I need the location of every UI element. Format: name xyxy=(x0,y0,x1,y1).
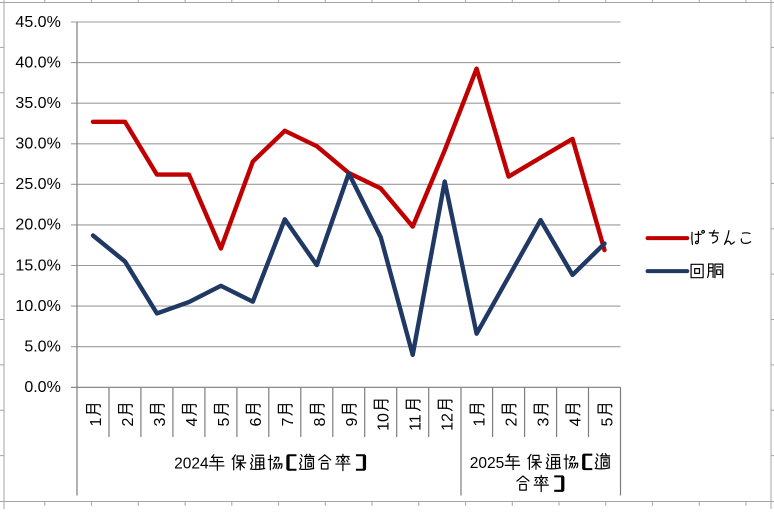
svg-text:25.0%: 25.0% xyxy=(15,176,60,193)
svg-text:5: 5 xyxy=(600,418,617,427)
svg-text:20.0%: 20.0% xyxy=(15,217,60,234)
svg-text:5.0%: 5.0% xyxy=(24,339,60,356)
svg-text:8: 8 xyxy=(312,418,329,427)
svg-text:10: 10 xyxy=(376,413,393,431)
svg-text:45.0%: 45.0% xyxy=(15,14,60,31)
svg-text:6: 6 xyxy=(248,418,265,427)
svg-text:12: 12 xyxy=(440,413,457,431)
svg-text:4: 4 xyxy=(568,418,585,427)
svg-text:4: 4 xyxy=(184,418,201,427)
svg-text:9: 9 xyxy=(344,418,361,427)
svg-text:3: 3 xyxy=(152,418,169,427)
svg-text:2025: 2025 xyxy=(470,455,504,472)
svg-text:0.0%: 0.0% xyxy=(24,379,60,396)
svg-text:30.0%: 30.0% xyxy=(15,136,60,153)
svg-text:11: 11 xyxy=(408,414,425,431)
svg-text:2024: 2024 xyxy=(174,456,209,473)
svg-text:7: 7 xyxy=(280,418,297,427)
svg-text:3: 3 xyxy=(536,418,553,427)
svg-text:5: 5 xyxy=(216,418,233,427)
svg-text:1: 1 xyxy=(88,418,105,427)
svg-text:1: 1 xyxy=(472,418,489,427)
svg-text:40.0%: 40.0% xyxy=(15,54,60,71)
svg-text:15.0%: 15.0% xyxy=(15,257,60,274)
svg-text:10.0%: 10.0% xyxy=(15,298,60,315)
svg-text:2: 2 xyxy=(504,418,521,427)
svg-text:35.0%: 35.0% xyxy=(15,95,60,112)
svg-text:2: 2 xyxy=(120,418,137,427)
